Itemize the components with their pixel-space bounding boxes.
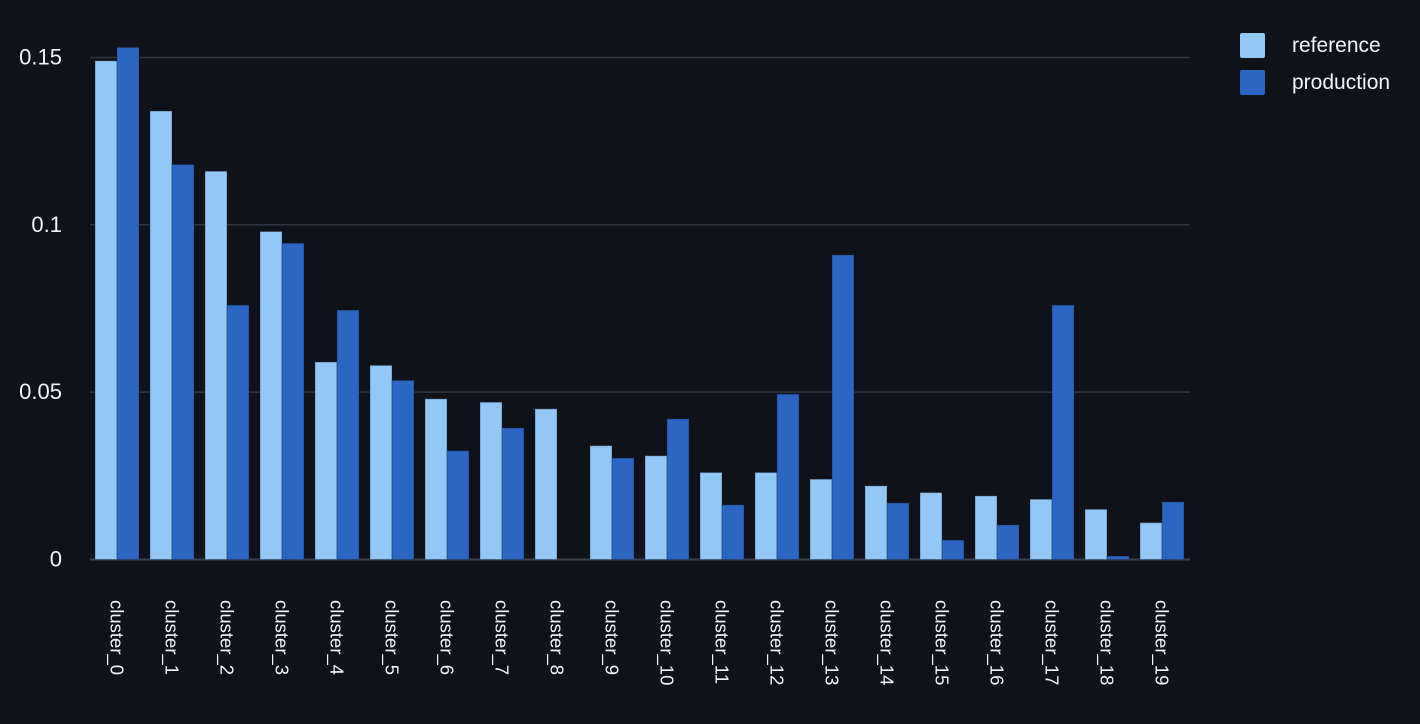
bar-reference-cluster_13 xyxy=(809,478,833,560)
x-tick-label-cluster_2: cluster_2 xyxy=(216,600,238,675)
bar-reference-cluster_12 xyxy=(754,471,778,560)
bar-production-cluster_10 xyxy=(666,418,690,560)
bar-production-cluster_9 xyxy=(611,457,635,561)
bar-reference-cluster_18 xyxy=(1084,508,1108,561)
bar-production-cluster_16 xyxy=(996,524,1020,560)
bar-reference-cluster_19 xyxy=(1139,522,1163,560)
x-tick-label-cluster_10: cluster_10 xyxy=(656,600,678,685)
bar-reference-cluster_10 xyxy=(644,455,668,561)
bar-reference-cluster_7 xyxy=(479,401,503,561)
bar-reference-cluster_11 xyxy=(699,471,723,560)
y-tick-label: 0.1 xyxy=(31,212,62,237)
production-swatch-icon xyxy=(1240,70,1265,95)
x-tick-label-cluster_3: cluster_3 xyxy=(271,600,293,675)
x-tick-label-cluster_17: cluster_17 xyxy=(1041,600,1063,685)
x-tick-label-cluster_16: cluster_16 xyxy=(986,600,1008,685)
bar-reference-cluster_0 xyxy=(94,60,118,561)
bar-production-cluster_18 xyxy=(1106,555,1130,561)
bar-reference-cluster_9 xyxy=(589,445,613,560)
bar-production-cluster_1 xyxy=(171,164,195,561)
legend-label-production: production xyxy=(1292,71,1391,94)
x-tick-label-cluster_9: cluster_9 xyxy=(601,600,623,675)
x-tick-label-cluster_5: cluster_5 xyxy=(381,600,403,675)
x-tick-label-cluster_14: cluster_14 xyxy=(876,600,898,685)
y-tick-label: 0 xyxy=(50,547,62,572)
bar-production-cluster_19 xyxy=(1161,501,1185,561)
bar-production-cluster_17 xyxy=(1051,304,1075,560)
x-tick-label-cluster_0: cluster_0 xyxy=(106,600,128,675)
x-tick-label-cluster_8: cluster_8 xyxy=(546,600,568,675)
bar-production-cluster_12 xyxy=(776,393,800,560)
bar-reference-cluster_5 xyxy=(369,364,393,560)
x-tick-label-cluster_4: cluster_4 xyxy=(326,600,348,675)
bar-production-cluster_7 xyxy=(501,427,525,560)
bar-production-cluster_2 xyxy=(226,304,250,560)
bar-reference-cluster_6 xyxy=(424,398,448,560)
x-tick-label-cluster_6: cluster_6 xyxy=(436,600,458,675)
bar-production-cluster_15 xyxy=(941,539,965,561)
legend: reference production xyxy=(1240,33,1390,95)
y-tick-label: 0.15 xyxy=(19,44,62,69)
bar-reference-cluster_15 xyxy=(919,492,943,560)
bar-reference-cluster_16 xyxy=(974,495,998,561)
x-tick-label-cluster_12: cluster_12 xyxy=(766,600,788,685)
legend-label-reference: reference xyxy=(1292,34,1381,57)
bar-reference-cluster_1 xyxy=(149,110,173,560)
bar-production-cluster_3 xyxy=(281,242,305,560)
bar-reference-cluster_4 xyxy=(314,361,338,561)
bar-production-cluster_5 xyxy=(391,379,415,560)
bar-reference-cluster_14 xyxy=(864,485,888,560)
x-tick-label-cluster_18: cluster_18 xyxy=(1096,600,1118,685)
bar-reference-cluster_3 xyxy=(259,230,283,561)
legend-item-reference[interactable]: reference xyxy=(1240,33,1390,58)
bar-production-cluster_4 xyxy=(336,309,360,560)
bar-production-cluster_0 xyxy=(116,46,140,561)
bar-production-cluster_13 xyxy=(831,254,855,560)
reference-swatch-icon xyxy=(1240,33,1265,58)
bar-reference-cluster_2 xyxy=(204,170,228,561)
bar-production-cluster_6 xyxy=(446,450,470,560)
bar-reference-cluster_8 xyxy=(534,408,558,561)
bar-reference-cluster_17 xyxy=(1029,498,1053,560)
y-tick-label: 0.05 xyxy=(19,379,62,404)
x-tick-label-cluster_11: cluster_11 xyxy=(711,600,733,684)
x-tick-label-cluster_19: cluster_19 xyxy=(1151,600,1173,685)
x-tick-label-cluster_13: cluster_13 xyxy=(821,600,843,685)
x-tick-label-cluster_15: cluster_15 xyxy=(931,600,953,685)
bar-production-cluster_14 xyxy=(886,502,910,560)
legend-item-production[interactable]: production xyxy=(1240,70,1390,95)
bar-production-cluster_11 xyxy=(721,504,745,561)
x-tick-label-cluster_1: cluster_1 xyxy=(161,600,183,675)
x-tick-label-cluster_7: cluster_7 xyxy=(491,600,513,675)
